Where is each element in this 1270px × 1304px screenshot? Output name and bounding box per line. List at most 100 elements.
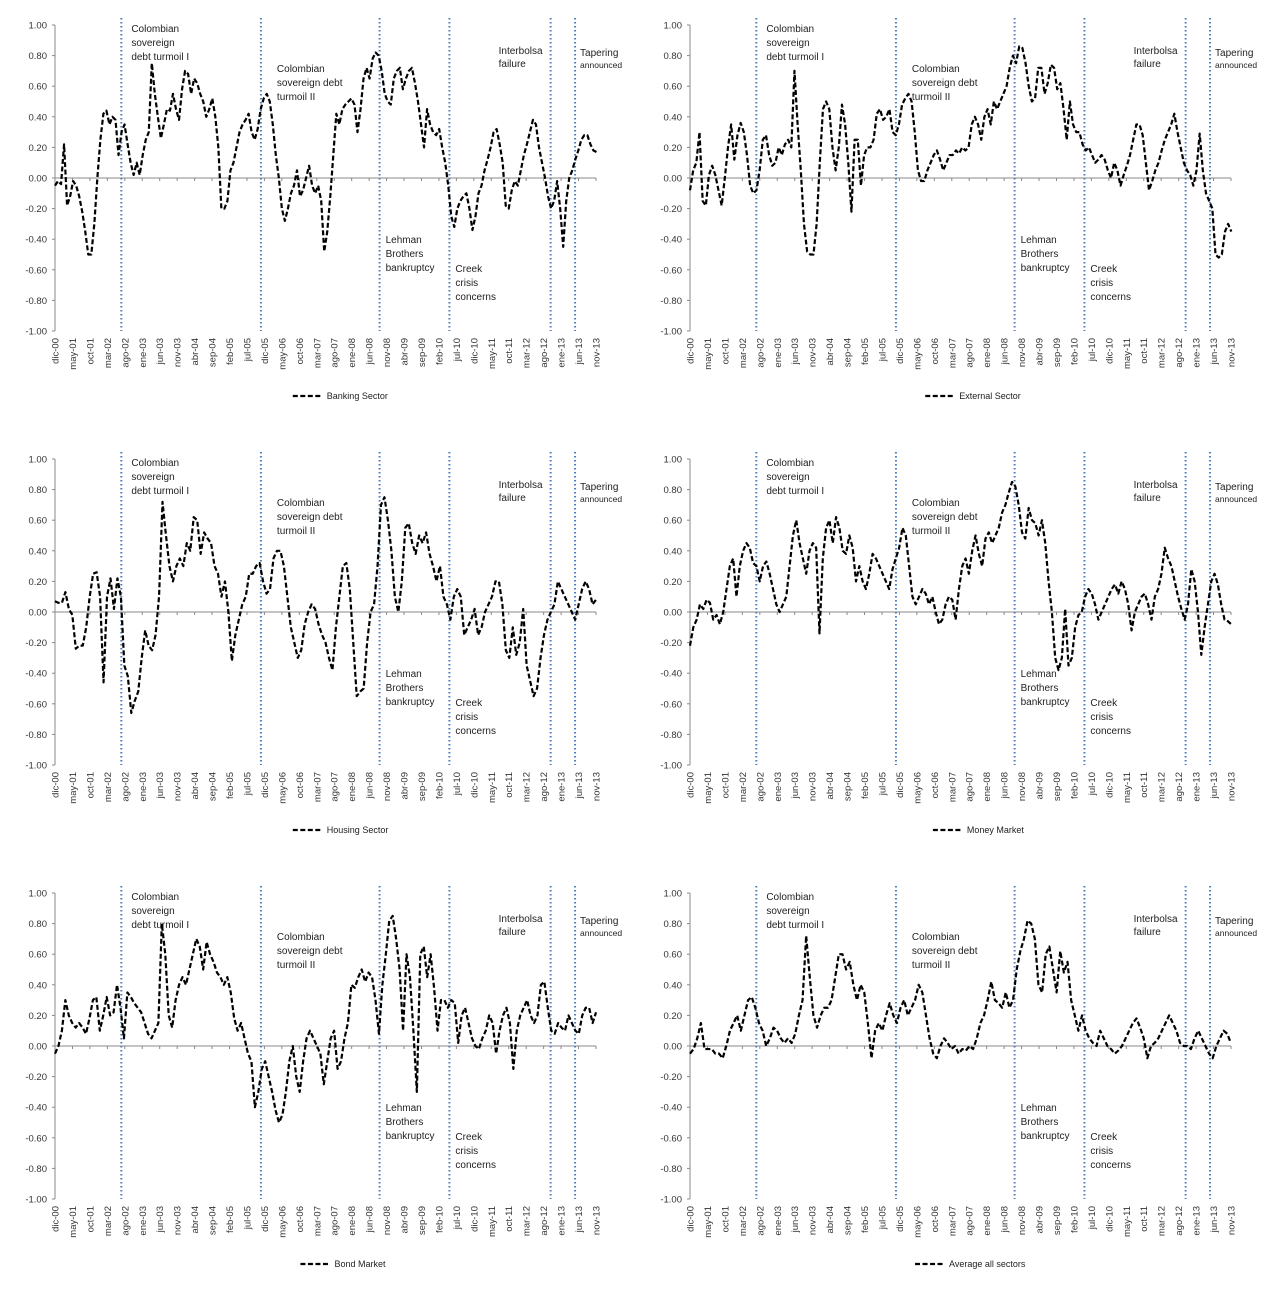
x-tick-label: feb-10 bbox=[434, 772, 445, 799]
x-tick-label: feb-10 bbox=[434, 1206, 445, 1233]
y-tick-label: 0.20 bbox=[29, 143, 48, 154]
x-tick-label: ene-03 bbox=[773, 772, 784, 802]
y-tick-label: -0.80 bbox=[660, 730, 682, 741]
y-tick-label: -0.40 bbox=[660, 1103, 682, 1114]
x-tick-label: jun-13 bbox=[1209, 338, 1220, 365]
x-tick-label: nov-08 bbox=[1017, 772, 1028, 801]
event-annotation-interbolsa: Interbolsa failure bbox=[1134, 46, 1178, 70]
x-tick-label: mar-02 bbox=[103, 772, 114, 802]
x-tick-label: oct-11 bbox=[1139, 772, 1150, 798]
y-tick-label: -0.80 bbox=[25, 1164, 47, 1175]
y-tick-label: 0.80 bbox=[29, 919, 48, 930]
event-annotation-colombian-1: Colombian sovereign debt turmoil I bbox=[766, 24, 824, 63]
annotation-line: Tapering bbox=[1215, 48, 1253, 59]
x-tick-label: nov-13 bbox=[592, 338, 603, 367]
series-line-money-market bbox=[688, 480, 1232, 672]
event-annotation-interbolsa: Interbolsa failure bbox=[1134, 914, 1178, 938]
annotation-line: sovereign bbox=[131, 38, 174, 49]
y-tick-label: 0.00 bbox=[29, 1042, 48, 1053]
y-tick-label: 0.60 bbox=[664, 950, 683, 961]
y-tick-label: -1.00 bbox=[660, 1195, 682, 1206]
chart-panel-banking-sector: 1.00 0.80 0.60 0.40 0.20 0.00 -0.20 -0.40 -0.60 -… bbox=[0, 0, 635, 434]
annotation-line: failure bbox=[499, 493, 527, 504]
y-tick-label: -0.20 bbox=[660, 204, 682, 215]
x-tick-label: feb-05 bbox=[225, 1206, 236, 1233]
y-tick-label: -0.20 bbox=[25, 1072, 47, 1083]
x-tick-label: oct-01 bbox=[720, 1206, 731, 1232]
y-tick-label: -0.60 bbox=[25, 1133, 47, 1144]
chart-money-market: 1.00 0.80 0.60 0.40 0.20 0.00 -0.20 -0.40 -0.60 -… bbox=[660, 452, 1257, 835]
x-tick-label: nov-13 bbox=[1227, 338, 1238, 367]
x-tick-label: may-11 bbox=[1122, 1206, 1133, 1237]
y-tick-label: 0.00 bbox=[664, 608, 683, 619]
annotation-line: concerns bbox=[1090, 1160, 1131, 1171]
y-tick-label: -1.00 bbox=[660, 761, 682, 772]
y-tick-label: 0.40 bbox=[664, 980, 683, 991]
y-tick-label: -0.80 bbox=[660, 1164, 682, 1175]
event-annotation-interbolsa: Interbolsa failure bbox=[1134, 480, 1178, 504]
annotation-line: sovereign bbox=[766, 906, 809, 917]
x-tick-label: ene-13 bbox=[557, 338, 568, 368]
annotation-line: debt turmoil I bbox=[766, 52, 824, 63]
x-tick-label: jun-13 bbox=[574, 338, 585, 365]
event-annotation-greek: Creek crisis concerns bbox=[455, 698, 496, 737]
annotation-line: Brothers bbox=[386, 1117, 424, 1128]
x-tick-label: nov-13 bbox=[592, 772, 603, 801]
x-tick-label: nov-13 bbox=[592, 1206, 603, 1235]
y-tick-label: -0.20 bbox=[25, 204, 47, 215]
x-tick-label: oct-01 bbox=[85, 338, 96, 364]
x-tick-label: may-01 bbox=[68, 772, 79, 804]
annotation-line: Colombian bbox=[131, 892, 179, 903]
x-tick-label: ene-08 bbox=[347, 772, 358, 802]
annotation-line: Interbolsa bbox=[499, 914, 543, 925]
event-annotation-lehman: Lehman Brothers bankruptcy bbox=[1021, 1103, 1070, 1142]
y-tick-label: 1.00 bbox=[664, 889, 683, 900]
annotation-line: Lehman bbox=[1021, 1103, 1057, 1114]
x-tick-label: abr-04 bbox=[190, 338, 201, 365]
annotation-line: Creek bbox=[455, 1132, 483, 1143]
x-tick-label: jun-03 bbox=[790, 338, 801, 365]
y-tick-label: 1.00 bbox=[29, 889, 48, 900]
annotation-line: Lehman bbox=[1021, 235, 1057, 246]
annotation-line: bankruptcy bbox=[1021, 697, 1070, 708]
event-annotation-lehman: Lehman Brothers bankruptcy bbox=[386, 669, 435, 708]
annotation-line: Colombian bbox=[131, 24, 179, 35]
x-tick-label: oct-06 bbox=[930, 338, 941, 364]
x-tick-label: sep-09 bbox=[417, 1206, 428, 1235]
chart-housing-sector: 1.00 0.80 0.60 0.40 0.20 0.00 -0.20 -0.40 -0.60 -… bbox=[25, 452, 622, 835]
x-tick-label: oct-11 bbox=[504, 1206, 515, 1232]
y-tick-label: -0.80 bbox=[660, 296, 682, 307]
annotation-line: Interbolsa bbox=[1134, 46, 1178, 57]
x-tick-label: mar-12 bbox=[1157, 772, 1168, 802]
x-tick-label: jul-10 bbox=[1087, 772, 1098, 796]
x-tick-label: dic-05 bbox=[895, 1206, 906, 1232]
x-tick-label: mar-12 bbox=[1157, 338, 1168, 368]
x-tick-label: jun-08 bbox=[365, 338, 376, 365]
y-tick-label: -0.40 bbox=[660, 235, 682, 246]
x-tick-label: jun-08 bbox=[1000, 772, 1011, 799]
annotation-line: concerns bbox=[1090, 292, 1131, 303]
event-annotation-greek: Creek crisis concerns bbox=[1090, 698, 1131, 737]
y-tick-label: 1.00 bbox=[664, 455, 683, 466]
x-tick-label: ene-03 bbox=[773, 1206, 784, 1236]
annotation-line: turmoil II bbox=[277, 526, 315, 537]
annotation-line: Colombian bbox=[912, 498, 960, 509]
x-tick-label: jul-05 bbox=[877, 1206, 888, 1230]
legend-label: Money Market bbox=[967, 825, 1025, 835]
x-tick-label: jul-05 bbox=[242, 338, 253, 362]
x-tick-label: dic-10 bbox=[1104, 338, 1115, 364]
x-tick-label: jun-03 bbox=[155, 1206, 166, 1233]
x-tick-label: sep-04 bbox=[843, 338, 854, 367]
annotation-line: sovereign debt bbox=[277, 512, 343, 523]
event-annotation-interbolsa: Interbolsa failure bbox=[499, 480, 543, 504]
x-tick-label: ene-13 bbox=[1192, 1206, 1203, 1236]
x-tick-label: dic-10 bbox=[1104, 1206, 1115, 1232]
annotation-line: debt turmoil I bbox=[131, 920, 189, 931]
x-tick-label: oct-06 bbox=[295, 772, 306, 798]
legend: Money Market bbox=[932, 825, 1025, 835]
x-tick-label: mar-02 bbox=[738, 1206, 749, 1236]
y-tick-label: 0.00 bbox=[29, 174, 48, 185]
y-tick-label: 0.60 bbox=[29, 950, 48, 961]
